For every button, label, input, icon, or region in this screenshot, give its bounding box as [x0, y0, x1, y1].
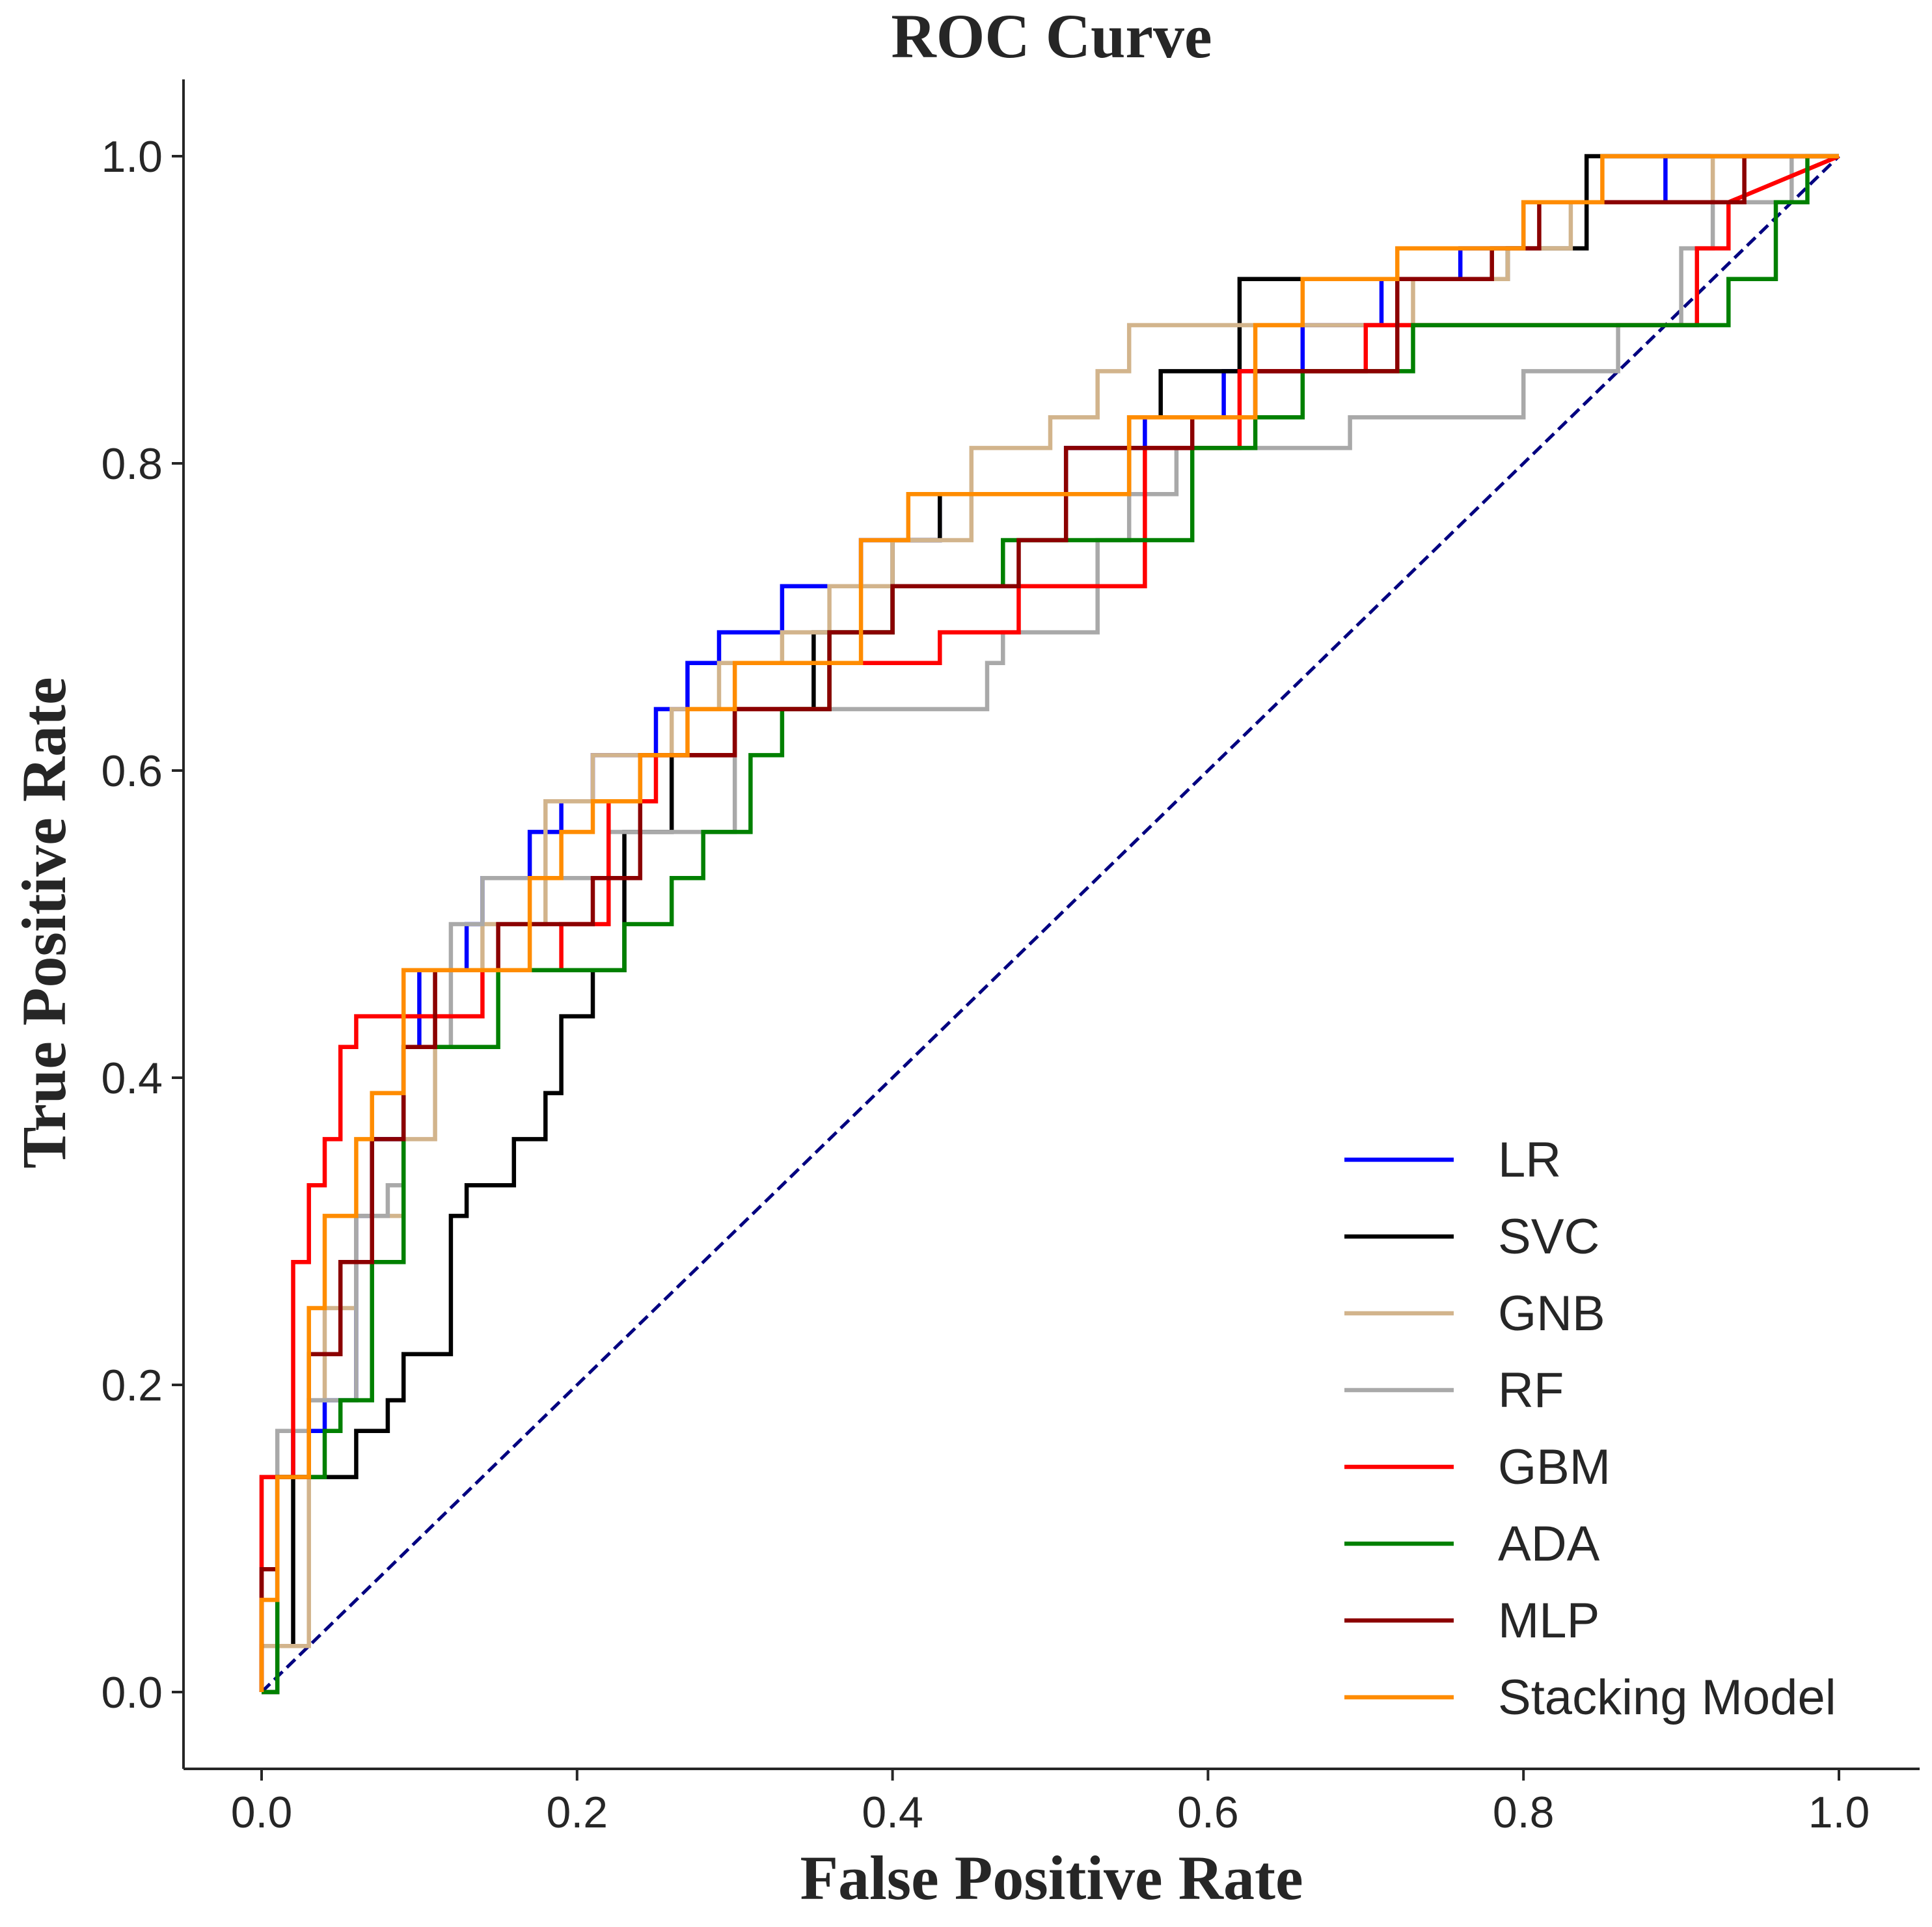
- legend-label: MLP: [1498, 1593, 1599, 1648]
- x-tick-label: 0.8: [1493, 1788, 1555, 1837]
- x-tick-label: 0.4: [862, 1788, 923, 1837]
- legend-label: GBM: [1498, 1440, 1611, 1495]
- y-tick-label: 0.6: [101, 746, 163, 796]
- y-tick-label: 0.4: [101, 1054, 163, 1103]
- y-tick-label: 0.2: [101, 1361, 163, 1410]
- x-axis-label: False Positive Rate: [800, 1843, 1303, 1913]
- y-tick-label: 0.8: [101, 439, 163, 489]
- y-tick-label: 0.0: [101, 1668, 163, 1717]
- x-tick-label: 0.6: [1177, 1788, 1239, 1837]
- legend-label: ADA: [1498, 1516, 1600, 1572]
- y-tick-label: 1.0: [101, 132, 163, 182]
- x-tick-label: 0.2: [547, 1788, 608, 1837]
- x-tick-label: 1.0: [1808, 1788, 1870, 1837]
- y-axis-label: True Positive Rate: [9, 677, 79, 1168]
- legend-label: Stacking Model: [1498, 1670, 1836, 1725]
- x-tick-label: 0.0: [231, 1788, 293, 1837]
- legend: LR SVC GNB RF GBM ADA MLP Stacking Model: [1344, 1132, 1836, 1725]
- legend-label: SVC: [1498, 1209, 1599, 1264]
- series-line-ada: [262, 154, 1839, 1695]
- plot-area: [259, 154, 1840, 1695]
- axes: 0.0 0.2 0.4 0.6 0.8 1.0 0.0 0.2 0.4 0.6 0.8 1.0: [101, 79, 1920, 1837]
- legend-label: RF: [1498, 1363, 1564, 1418]
- legend-label: LR: [1498, 1132, 1561, 1188]
- chart-title: ROC Curve: [891, 1, 1212, 71]
- legend-label: GNB: [1498, 1286, 1605, 1341]
- reference-diagonal-line: [260, 155, 1840, 1693]
- series-line-stacking-model: [259, 154, 1839, 1692]
